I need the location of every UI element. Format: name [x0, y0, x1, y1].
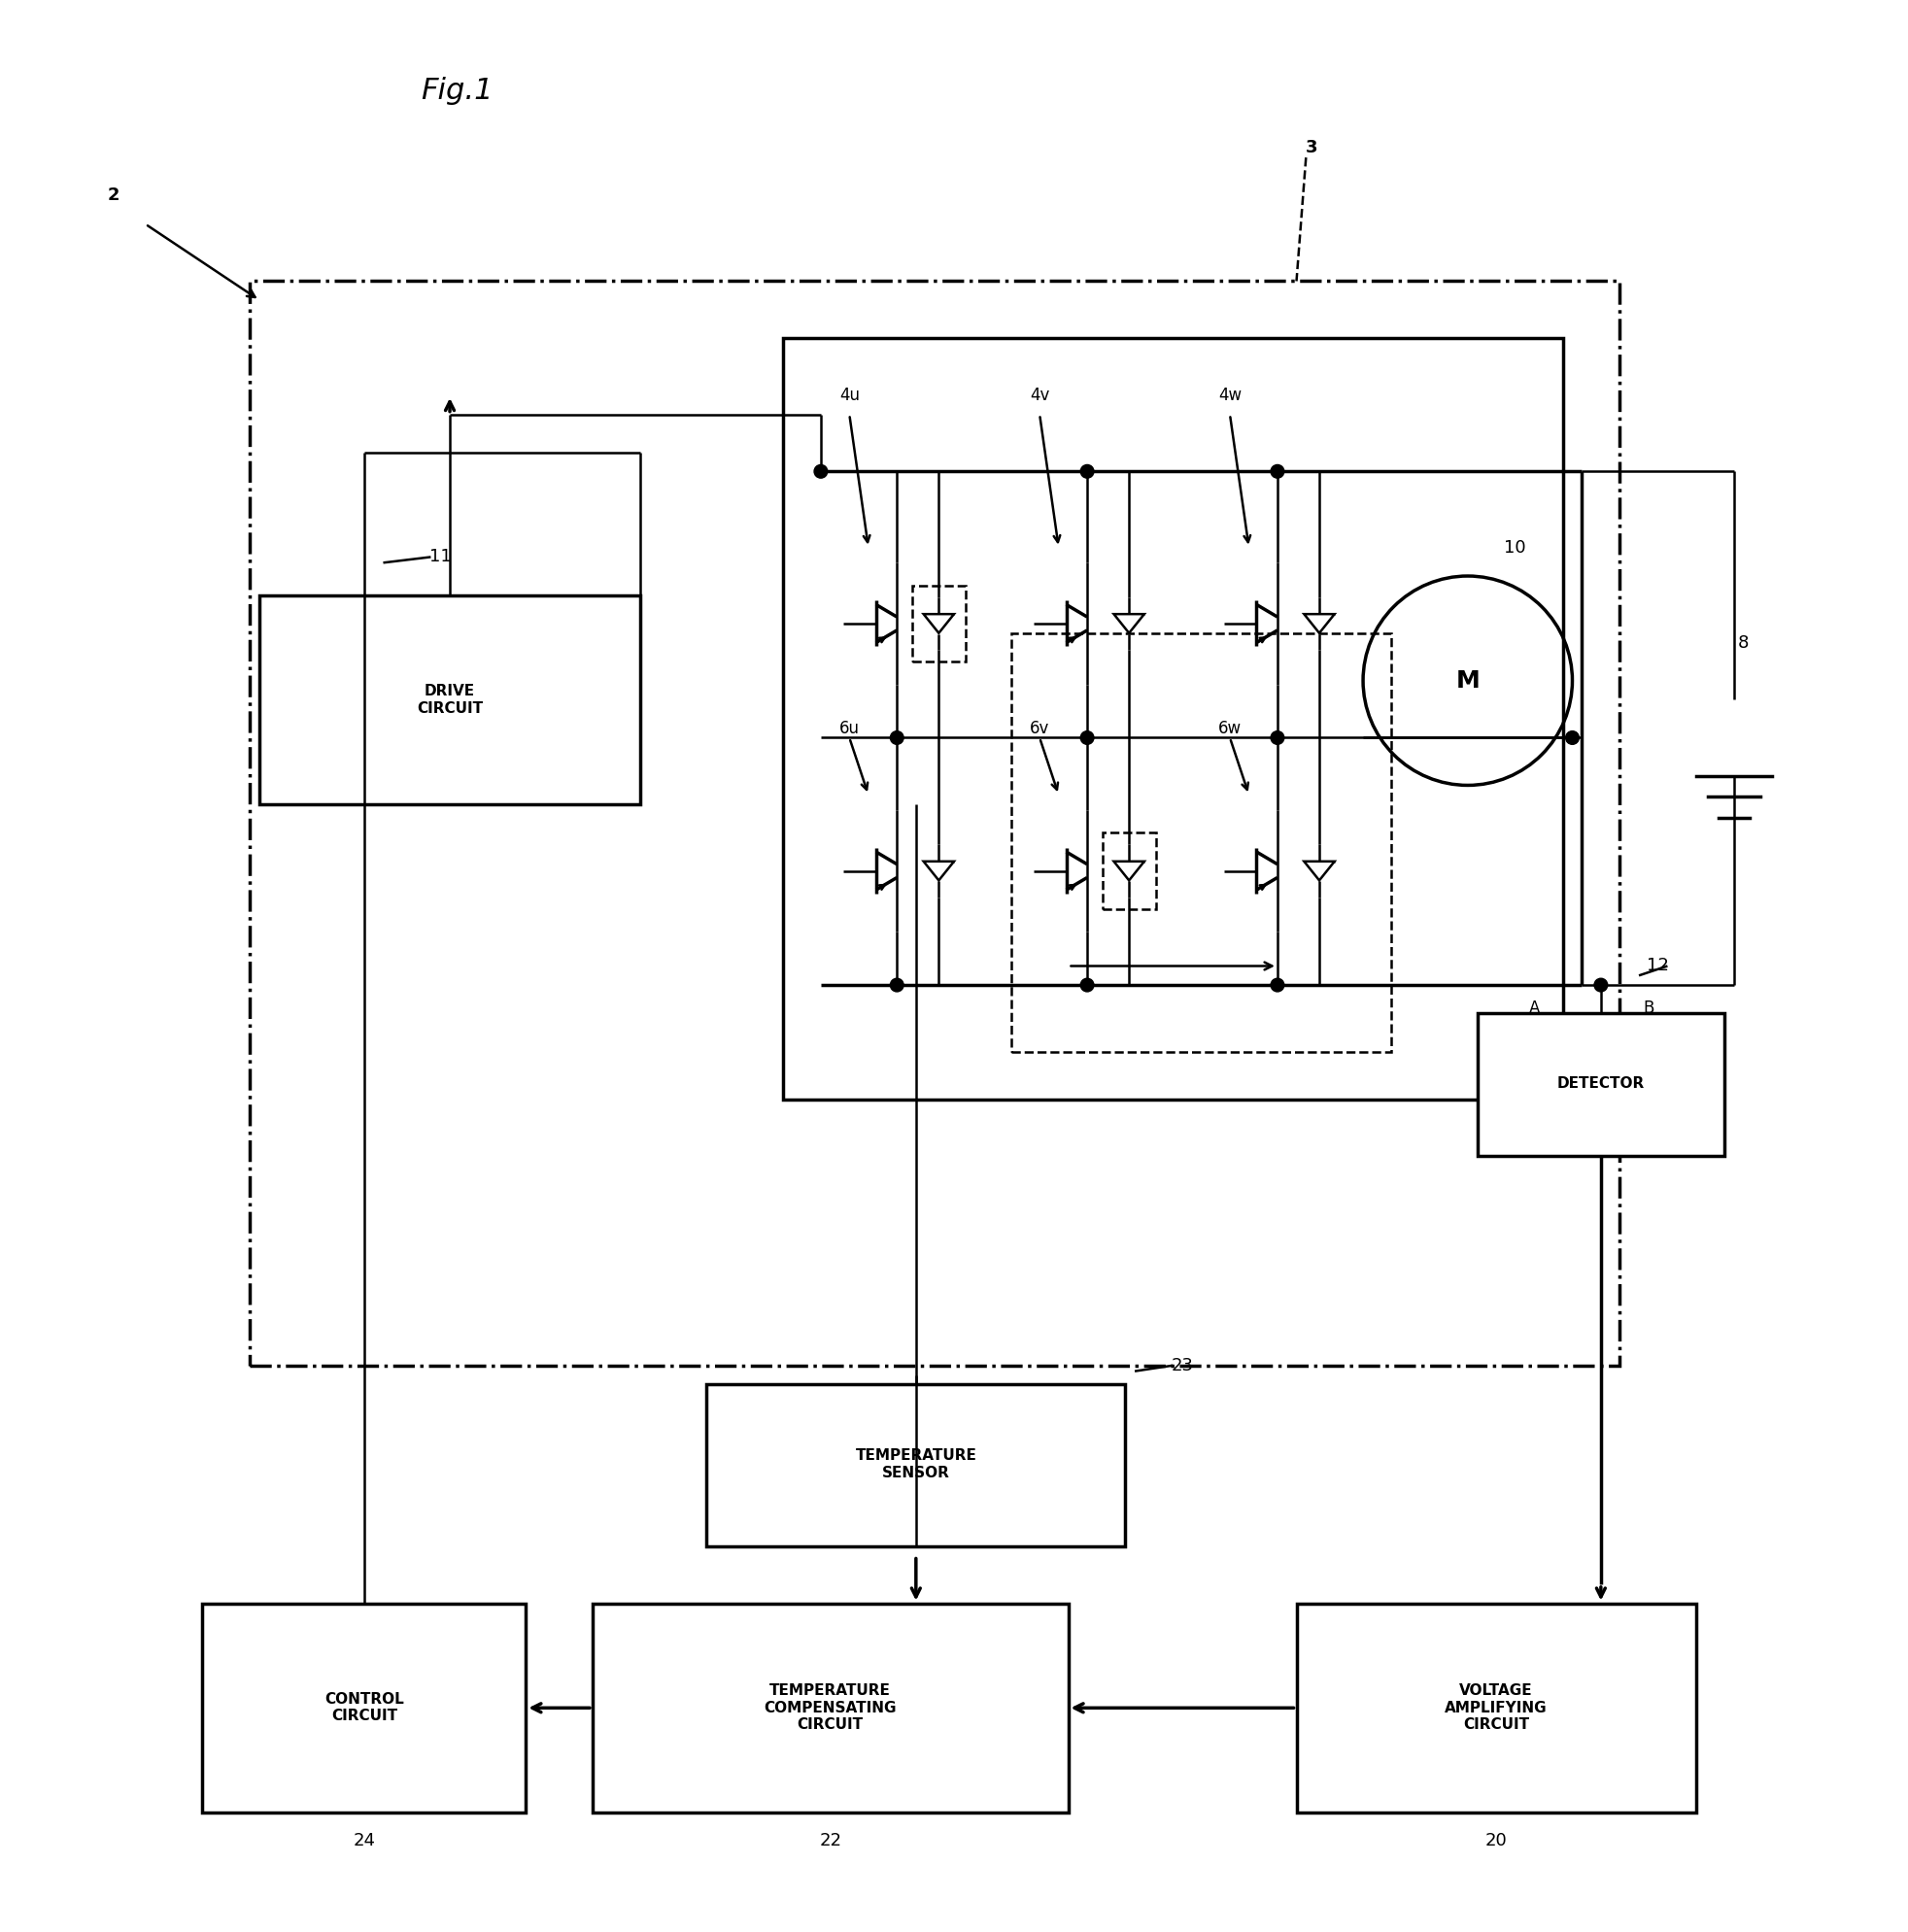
- Text: 8: 8: [1738, 634, 1750, 651]
- Polygon shape: [923, 614, 954, 634]
- Circle shape: [1080, 978, 1093, 991]
- Polygon shape: [923, 862, 954, 881]
- Text: 24: 24: [353, 1832, 376, 1849]
- Bar: [706, 1385, 1126, 1546]
- Text: DRIVE
CIRCUIT: DRIVE CIRCUIT: [416, 684, 483, 715]
- Text: 4u: 4u: [840, 386, 861, 404]
- Bar: [259, 595, 639, 804]
- Text: 22: 22: [819, 1832, 841, 1849]
- Bar: [250, 282, 1620, 1366]
- Bar: [782, 338, 1563, 1099]
- Text: TEMPERATURE
COMPENSATING
CIRCUIT: TEMPERATURE COMPENSATING CIRCUIT: [763, 1683, 897, 1733]
- Text: 3: 3: [1305, 139, 1318, 156]
- Text: 2: 2: [107, 187, 120, 205]
- Polygon shape: [1114, 862, 1145, 881]
- Text: B: B: [1643, 999, 1654, 1016]
- Text: 6v: 6v: [1030, 719, 1049, 736]
- Polygon shape: [1303, 862, 1334, 881]
- Bar: [1477, 1014, 1725, 1155]
- Circle shape: [1271, 730, 1284, 744]
- Text: CONTROL
CIRCUIT: CONTROL CIRCUIT: [324, 1692, 404, 1723]
- Bar: [1103, 833, 1156, 908]
- Text: DETECTOR: DETECTOR: [1557, 1076, 1645, 1092]
- Text: VOLTAGE
AMPLIFYING
CIRCUIT: VOLTAGE AMPLIFYING CIRCUIT: [1444, 1683, 1547, 1733]
- Bar: [593, 1604, 1068, 1812]
- Circle shape: [1080, 730, 1093, 744]
- Circle shape: [1566, 730, 1580, 744]
- Text: Fig.1: Fig.1: [422, 77, 494, 104]
- Text: 6w: 6w: [1217, 719, 1242, 736]
- Text: 6u: 6u: [840, 719, 861, 736]
- Polygon shape: [1303, 614, 1334, 634]
- Text: 10: 10: [1504, 539, 1526, 556]
- Circle shape: [815, 466, 828, 477]
- Text: 4v: 4v: [1030, 386, 1049, 404]
- Polygon shape: [1114, 614, 1145, 634]
- Circle shape: [891, 730, 904, 744]
- Circle shape: [1595, 978, 1608, 991]
- Circle shape: [1271, 466, 1284, 477]
- Circle shape: [1080, 466, 1093, 477]
- Text: A: A: [1528, 999, 1540, 1016]
- Bar: [1011, 634, 1391, 1051]
- Text: M: M: [1456, 668, 1481, 692]
- Text: 4w: 4w: [1217, 386, 1242, 404]
- Bar: [912, 585, 965, 661]
- Text: 12: 12: [1647, 956, 1670, 976]
- Text: 23: 23: [1172, 1356, 1194, 1374]
- Bar: [202, 1604, 527, 1812]
- Circle shape: [891, 978, 904, 991]
- Text: TEMPERATURE
SENSOR: TEMPERATURE SENSOR: [855, 1449, 977, 1480]
- Text: 20: 20: [1484, 1832, 1507, 1849]
- Circle shape: [1271, 978, 1284, 991]
- Text: 11: 11: [429, 549, 452, 566]
- Bar: [1296, 1604, 1696, 1812]
